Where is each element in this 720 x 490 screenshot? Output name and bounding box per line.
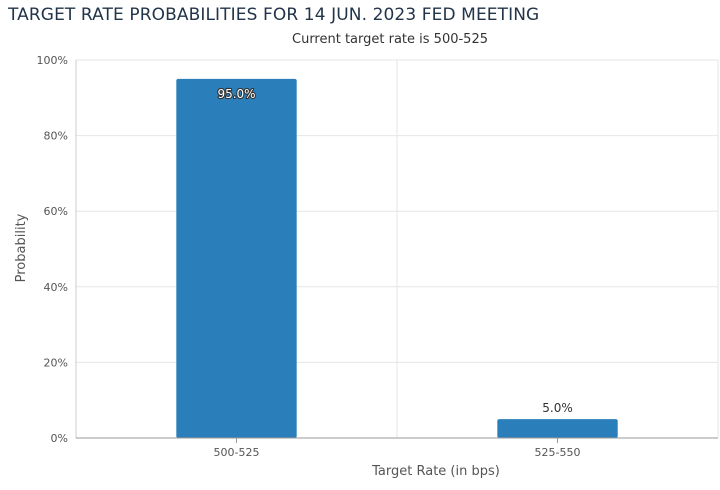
bars bbox=[176, 78, 618, 439]
y-tick-label: 100% bbox=[37, 54, 68, 67]
chart-title: TARGET RATE PROBABILITIES FOR 14 JUN. 20… bbox=[8, 5, 540, 25]
axes: 0% 20% 40% 60% 80% 100% 500-525 525-550 bbox=[37, 54, 718, 459]
bar bbox=[497, 419, 618, 438]
y-axis-title: Probability bbox=[14, 213, 29, 282]
x-tick-label: 500-525 bbox=[214, 446, 260, 459]
y-tick-label: 40% bbox=[44, 281, 68, 294]
y-tick-label: 80% bbox=[44, 130, 68, 143]
bar bbox=[176, 78, 297, 439]
y-tick-label: 20% bbox=[44, 356, 68, 369]
chart-subtitle: Current target rate is 500-525 bbox=[292, 32, 488, 47]
data-label: 5.0% bbox=[542, 401, 573, 415]
y-tick-label: 0% bbox=[51, 432, 68, 445]
x-axis-title: Target Rate (in bps) bbox=[371, 464, 500, 479]
grid-lines bbox=[76, 59, 719, 438]
data-label: 95.0% bbox=[217, 87, 255, 101]
data-labels: 95.0% 5.0% bbox=[216, 86, 573, 415]
y-tick-label: 60% bbox=[44, 205, 68, 218]
x-tick-label: 525-550 bbox=[535, 446, 581, 459]
